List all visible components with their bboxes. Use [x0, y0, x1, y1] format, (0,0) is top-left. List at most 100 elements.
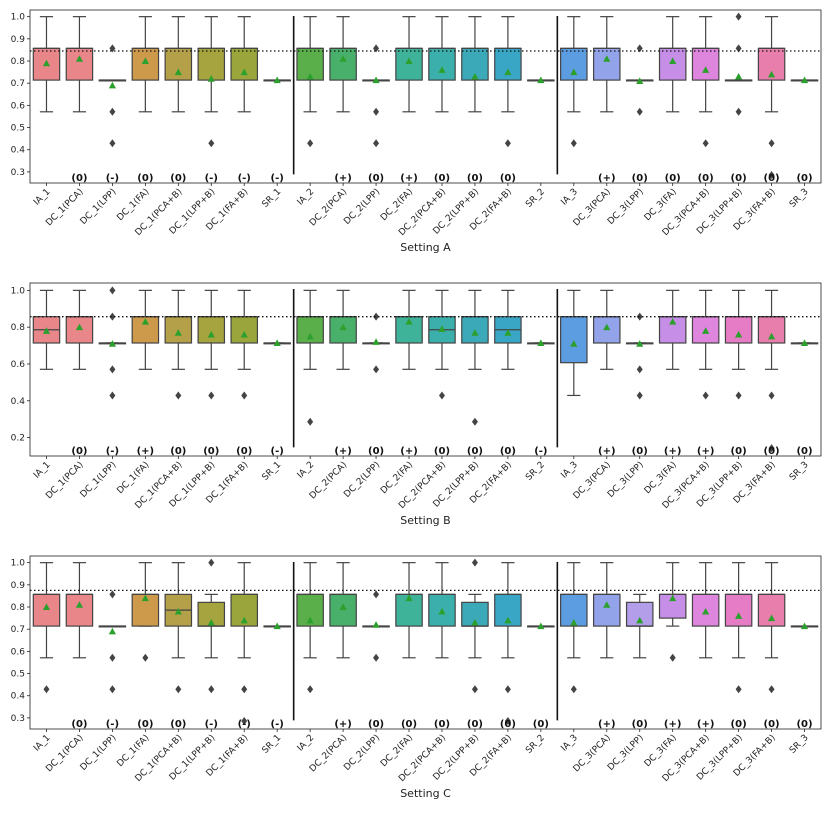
- box-ia-1: [32, 562, 61, 694]
- mean-marker: [207, 330, 215, 338]
- mean-marker: [603, 323, 611, 331]
- outlier-point: [570, 685, 577, 694]
- significance-label: (-): [238, 173, 251, 184]
- box-dc-2-pca: [329, 289, 357, 370]
- box-sr-3: [790, 622, 819, 630]
- mean-marker: [702, 66, 710, 73]
- outlier-point: [735, 12, 742, 21]
- box-dc-1-fa: [131, 289, 160, 370]
- mean-marker: [603, 55, 611, 62]
- box-dc-2-fa: [395, 289, 423, 370]
- box-body: [757, 593, 786, 627]
- box-ia-2: [296, 289, 324, 426]
- mean-marker: [537, 339, 545, 346]
- box-ia-2: [296, 562, 324, 694]
- mean-marker: [240, 616, 248, 624]
- outlier-point: [208, 391, 215, 400]
- box-ia-3: [560, 289, 588, 397]
- box-body: [197, 47, 226, 81]
- outlier-point: [373, 653, 380, 662]
- box-sr-3: [790, 76, 819, 84]
- outlier-point: [570, 139, 577, 148]
- outlier-point: [109, 590, 116, 599]
- outlier-point: [109, 107, 116, 116]
- significance-label: (+): [598, 173, 616, 184]
- mean-marker: [767, 332, 776, 340]
- y-tick-label: 0.7: [11, 625, 25, 635]
- outlier-point: [175, 391, 182, 400]
- mean-marker: [438, 607, 446, 615]
- significance-label: (0): [236, 446, 252, 457]
- box-body: [65, 593, 94, 627]
- significance-label: (0): [731, 719, 747, 730]
- mean-marker: [767, 70, 776, 78]
- outlier-point: [43, 685, 50, 694]
- mean-marker: [471, 72, 479, 80]
- x-axis-title: Setting C: [400, 787, 451, 800]
- significance-label: (0): [500, 173, 516, 184]
- x-tick-label: DC_1(LPP): [79, 187, 119, 227]
- mean-marker: [240, 68, 248, 76]
- y-tick-label: 0.4: [11, 397, 26, 407]
- mean-marker: [42, 603, 51, 611]
- x-tick-label: IA_1: [32, 460, 53, 481]
- significance-label: (-): [271, 719, 284, 730]
- mean-marker: [471, 329, 479, 336]
- y-tick-label: 0.9: [11, 581, 26, 591]
- box-body: [131, 47, 160, 81]
- mean-marker: [372, 338, 380, 345]
- x-tick-label: SR_1: [261, 460, 284, 483]
- significance-label: (0): [170, 173, 186, 184]
- mean-marker: [735, 330, 743, 338]
- outlier-point: [208, 139, 215, 148]
- mean-marker: [800, 76, 809, 84]
- mean-marker: [339, 55, 347, 62]
- mean-marker: [306, 332, 314, 340]
- outlier-point: [241, 717, 248, 726]
- mean-marker: [636, 616, 644, 624]
- box-dc-3-lpp-b: [724, 12, 753, 116]
- y-tick-label: 1.0: [11, 286, 26, 296]
- outlier-point: [109, 685, 116, 694]
- box-dc-1-lpp: [98, 590, 127, 694]
- significance-label: (0): [434, 446, 450, 457]
- significance-label: (0): [665, 173, 681, 184]
- box-body: [724, 316, 753, 344]
- y-tick-label: 0.8: [11, 57, 26, 67]
- box-dc-2-lpp-b: [461, 289, 489, 426]
- box-body: [592, 316, 621, 344]
- x-tick-label: DC_2(LPP): [342, 460, 382, 500]
- y-tick-label: 0.2: [11, 434, 25, 444]
- significance-label: (0): [764, 173, 780, 184]
- box-sr-1: [263, 339, 291, 346]
- mean-marker: [339, 323, 347, 331]
- mean-marker: [273, 622, 281, 630]
- significance-label: (0): [170, 446, 186, 457]
- significance-label: (0): [71, 446, 87, 457]
- outlier-point: [373, 139, 380, 148]
- significance-label: (-): [271, 446, 284, 457]
- x-tick-label: DC_3(LPP): [606, 460, 646, 500]
- significance-label: (0): [434, 173, 450, 184]
- significance-label: (0): [467, 446, 483, 457]
- box-dc-2-pca-b: [428, 289, 456, 400]
- box-sr-1: [263, 76, 291, 84]
- box-ia-3: [560, 562, 588, 694]
- box-dc-3-fa-b: [757, 562, 786, 694]
- significance-label: (0): [632, 719, 648, 730]
- mean-marker: [438, 66, 446, 73]
- mean-marker: [570, 340, 578, 347]
- outlier-point: [735, 685, 742, 694]
- x-tick-label: IA_1: [32, 187, 53, 208]
- mean-marker: [372, 621, 380, 628]
- significance-label: (+): [664, 719, 682, 730]
- box-dc-1-pca: [65, 16, 94, 113]
- significance-label: (+): [334, 446, 352, 457]
- y-tick-label: 0.8: [11, 323, 26, 333]
- mean-marker: [471, 618, 479, 626]
- outlier-point: [307, 685, 314, 694]
- box-ia-1: [32, 16, 61, 113]
- box-body: [395, 47, 423, 81]
- box-dc-1-pca-b: [164, 562, 193, 694]
- mean-marker: [636, 77, 644, 84]
